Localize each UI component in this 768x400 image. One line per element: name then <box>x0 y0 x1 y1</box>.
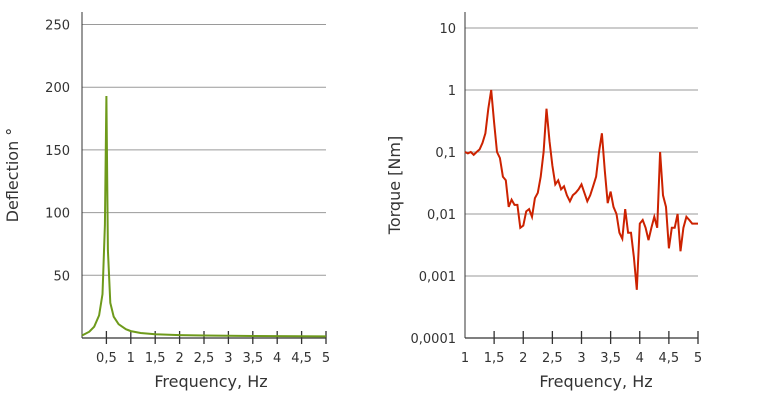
torque-x-tick-label: 4 <box>636 351 644 366</box>
torque-x-tick-label: 4,5 <box>659 351 680 366</box>
torque-x-ticks: 1 1,5 2 2,5 3 3,5 4 4,5 5 <box>461 331 702 366</box>
torque-y-tick-label: 0,01 <box>427 208 456 223</box>
deflection-y-tick-label: 200 <box>45 81 70 96</box>
deflection-x-ticks: 0,5 1 1,5 2 2,5 3 3,5 4 4,5 5 <box>96 331 330 366</box>
deflection-y-tick-label: 100 <box>45 207 70 222</box>
deflection-y-tick-label: 250 <box>45 19 70 34</box>
torque-series-line <box>464 89 698 290</box>
deflection-x-tick-label: 1,5 <box>145 351 166 366</box>
torque-y-tick-label: 0,1 <box>435 146 456 161</box>
torque-x-tick-label: 5 <box>694 351 702 366</box>
torque-x-tick-label: 1,5 <box>484 351 505 366</box>
torque-x-tick-label: 2,5 <box>542 351 563 366</box>
deflection-x-tick-label: 4,5 <box>291 351 312 366</box>
deflection-y-tick-label: 150 <box>45 144 70 159</box>
deflection-x-tick-label: 1 <box>127 351 135 366</box>
deflection-x-tick-label: 5 <box>322 351 330 366</box>
deflection-x-tick-label: 0,5 <box>96 351 117 366</box>
torque-y-tick-label: 1 <box>448 84 456 99</box>
deflection-x-tick-label: 2,5 <box>194 351 215 366</box>
torque-gridlines <box>465 27 698 277</box>
deflection-y-tick-labels: 50 100 150 200 250 <box>45 19 70 285</box>
torque-x-tick-label: 3 <box>577 351 585 366</box>
deflection-x-tick-label: 4 <box>273 351 281 366</box>
torque-y-tick-label: 0,001 <box>419 270 456 285</box>
deflection-chart: 50 100 150 200 250 0,5 1 1,5 2 2,5 3 3,5 4 4,5 5 Freq… <box>3 12 330 391</box>
torque-x-tick-label: 2 <box>519 351 527 366</box>
deflection-series-line <box>81 95 327 338</box>
deflection-y-tick-label: 50 <box>53 269 70 284</box>
deflection-gridlines <box>82 24 326 276</box>
deflection-y-axis-label: Deflection ° <box>3 128 22 223</box>
torque-x-tick-label: 3,5 <box>600 351 621 366</box>
deflection-x-tick-label: 2 <box>175 351 183 366</box>
deflection-x-tick-label: 3 <box>224 351 232 366</box>
deflection-x-axis-label: Frequency, Hz <box>154 372 267 391</box>
torque-y-tick-labels: 0,0001 0,001 0,01 0,1 1 10 <box>411 22 457 347</box>
torque-x-tick-label: 1 <box>461 351 469 366</box>
torque-y-axis-label: Torque [Nm] <box>385 136 404 235</box>
deflection-x-tick-label: 3,5 <box>242 351 263 366</box>
torque-x-axis-label: Frequency, Hz <box>539 372 652 391</box>
torque-y-tick-label: 10 <box>439 22 456 37</box>
torque-y-tick-label: 0,0001 <box>411 332 457 347</box>
